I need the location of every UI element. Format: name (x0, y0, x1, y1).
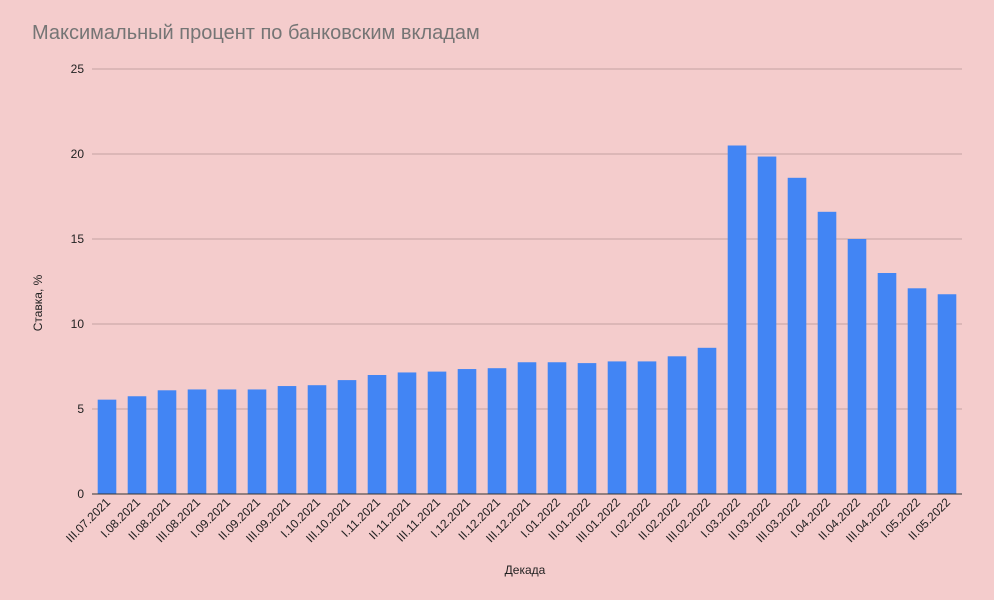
bar (547, 362, 567, 494)
bar (877, 273, 897, 494)
bar (307, 385, 327, 494)
y-tick-label: 0 (77, 487, 84, 501)
bar (577, 363, 597, 494)
bar (427, 371, 447, 494)
y-tick-label: 5 (77, 402, 84, 416)
bar (277, 386, 297, 494)
y-tick-label: 25 (71, 62, 85, 76)
bar (247, 389, 267, 494)
y-axis-label: Ставка, % (31, 274, 45, 331)
bar (757, 156, 777, 495)
bar (217, 389, 237, 494)
bar (157, 390, 177, 494)
bar (907, 288, 927, 494)
x-axis-ticks: III.07.2021I.08.2021II.08.2021III.08.202… (63, 495, 953, 545)
bar (127, 396, 147, 494)
bar (367, 375, 387, 494)
bar (337, 380, 357, 494)
bar (667, 356, 687, 494)
bars (97, 145, 957, 495)
bar (397, 372, 417, 494)
y-axis-ticks: 0 5 10 15 20 25 (71, 62, 85, 501)
bar (487, 368, 507, 494)
bar (937, 294, 957, 494)
bar (637, 361, 657, 494)
bar (817, 211, 837, 495)
y-tick-label: 10 (71, 317, 85, 331)
bar (607, 361, 627, 494)
bar (457, 369, 477, 494)
bar (727, 145, 747, 494)
bar (697, 347, 717, 494)
chart-title: Максимальный процент по банковским вклад… (32, 22, 480, 44)
bar (97, 399, 117, 494)
bar (847, 239, 867, 494)
bar (787, 177, 807, 495)
x-axis-label: Декада (505, 563, 546, 577)
bar (517, 362, 537, 494)
y-tick-label: 20 (71, 147, 85, 161)
y-tick-label: 15 (71, 232, 85, 246)
gridlines (92, 68, 962, 410)
bar (187, 389, 207, 494)
